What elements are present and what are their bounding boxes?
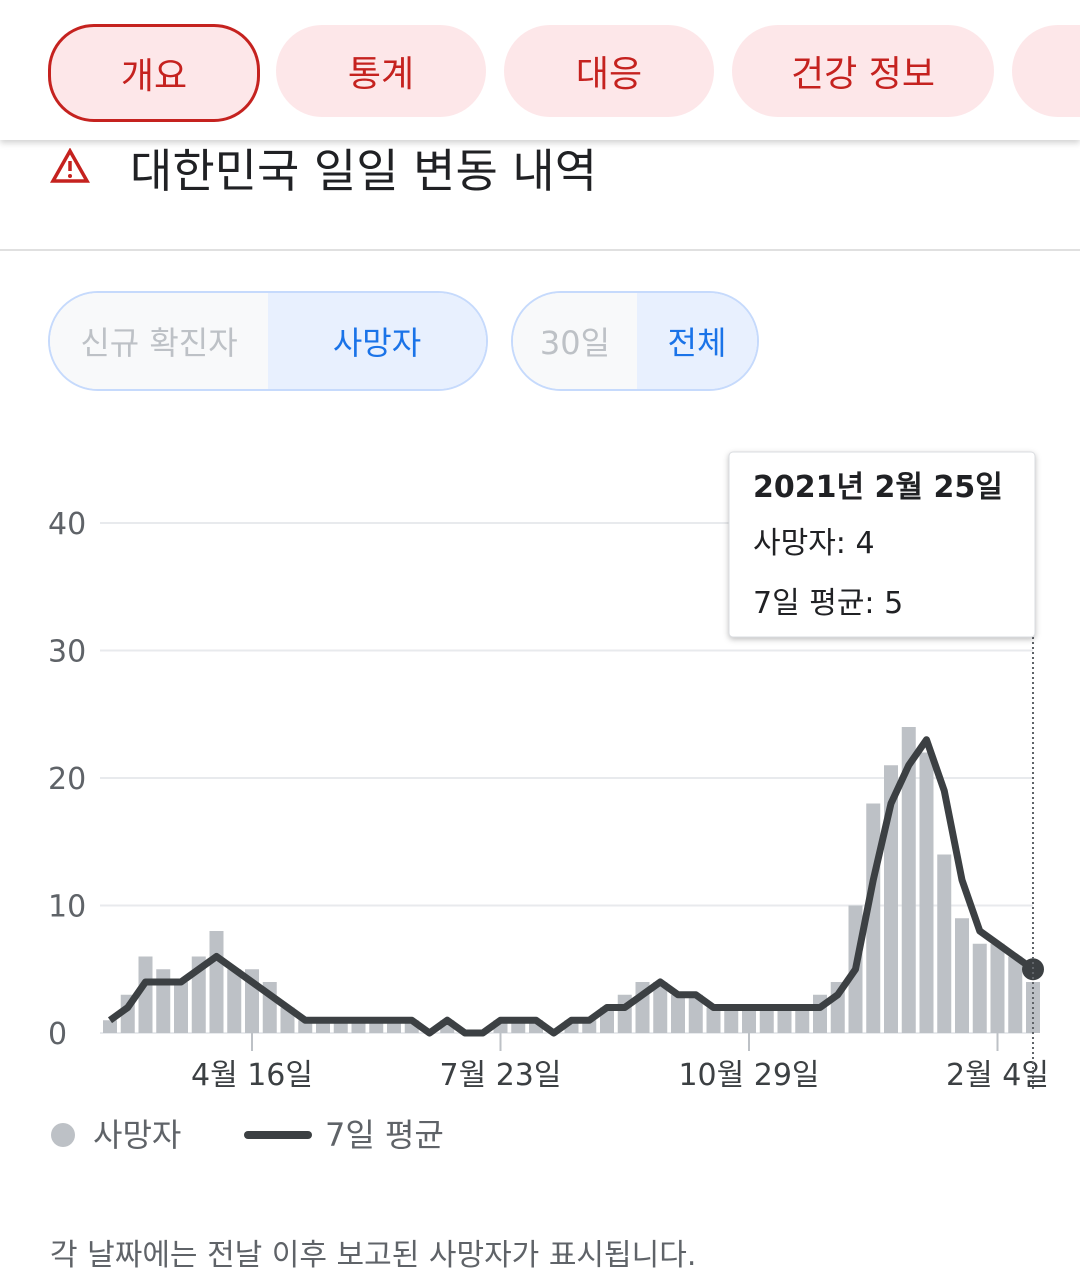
toggle-option[interactable]: 사망자 bbox=[268, 293, 486, 389]
heading: 대한민국 일일 변동 내역 bbox=[130, 144, 598, 198]
bar bbox=[795, 1007, 810, 1033]
y-tick-label: 30 bbox=[48, 635, 86, 670]
metric-toggle: 신규 확진자 사망자 bbox=[48, 291, 488, 391]
warning-icon bbox=[50, 148, 90, 183]
legend-label: 사망자 bbox=[93, 1116, 181, 1154]
tooltip-line: 7일 평균: 5 bbox=[753, 586, 903, 621]
range-toggle: 30일 전체 bbox=[511, 291, 759, 391]
bar bbox=[724, 1007, 739, 1033]
y-tick-label: 20 bbox=[48, 762, 86, 797]
bar bbox=[990, 943, 1005, 1033]
tooltip-title: 2021년 2월 25일 bbox=[753, 470, 1003, 505]
end-dot bbox=[1022, 958, 1044, 981]
bar bbox=[103, 1020, 117, 1033]
bar bbox=[919, 752, 934, 1033]
bar bbox=[653, 982, 668, 1033]
y-tick-label: 40 bbox=[48, 507, 86, 542]
toggle-option[interactable]: 30일 bbox=[513, 293, 637, 389]
tab[interactable]: 통계 bbox=[276, 25, 486, 117]
toggle-option[interactable]: 신규 확진자 bbox=[50, 293, 268, 389]
x-tick-label: 10월 29일 bbox=[678, 1058, 819, 1093]
x-tick-label: 7월 23일 bbox=[440, 1058, 562, 1093]
x-tick-label: 2월 4일 bbox=[946, 1058, 1049, 1093]
bar bbox=[1008, 956, 1023, 1033]
bar bbox=[688, 994, 703, 1033]
tab[interactable]: 개요 bbox=[48, 24, 260, 122]
bar bbox=[955, 918, 969, 1033]
bar bbox=[901, 727, 916, 1033]
bar bbox=[759, 1007, 774, 1033]
bar bbox=[174, 982, 188, 1033]
bar bbox=[209, 931, 224, 1033]
bar bbox=[706, 1007, 721, 1033]
legend-swatch bbox=[51, 1123, 75, 1147]
line bbox=[107, 736, 1036, 1037]
tooltip-line: 사망자: 4 bbox=[753, 526, 875, 561]
toggle-option[interactable]: 전체 bbox=[637, 293, 757, 389]
tab[interactable] bbox=[1012, 25, 1080, 117]
y-tick-label: 0 bbox=[48, 1017, 67, 1052]
y-tick-label: 10 bbox=[48, 890, 86, 925]
bar bbox=[742, 1007, 756, 1033]
x-tick-label: 4월 16일 bbox=[191, 1058, 313, 1093]
legend-label: 7일 평균 bbox=[325, 1116, 444, 1154]
tab[interactable]: 건강 정보 bbox=[732, 25, 994, 117]
tab-bar: 개요 통계 대응 건강 정보 bbox=[0, 0, 1080, 140]
bar bbox=[671, 994, 685, 1033]
bar bbox=[777, 1007, 792, 1033]
divider bbox=[0, 249, 1080, 251]
tab[interactable]: 대응 bbox=[504, 25, 714, 117]
tooltip-box bbox=[728, 451, 1036, 638]
bar bbox=[937, 854, 952, 1033]
bar bbox=[972, 943, 987, 1033]
chart: 0 10 20 30 40 4월 16일 7월 23일 10월 29일 2월 4일 2021년 2… bbox=[48, 451, 1049, 1154]
bar bbox=[138, 956, 153, 1033]
bar bbox=[227, 969, 242, 1033]
footnote: 각 날짜에는 전날 이후 보고된 사망자가 표시됩니다. bbox=[50, 1238, 697, 1273]
